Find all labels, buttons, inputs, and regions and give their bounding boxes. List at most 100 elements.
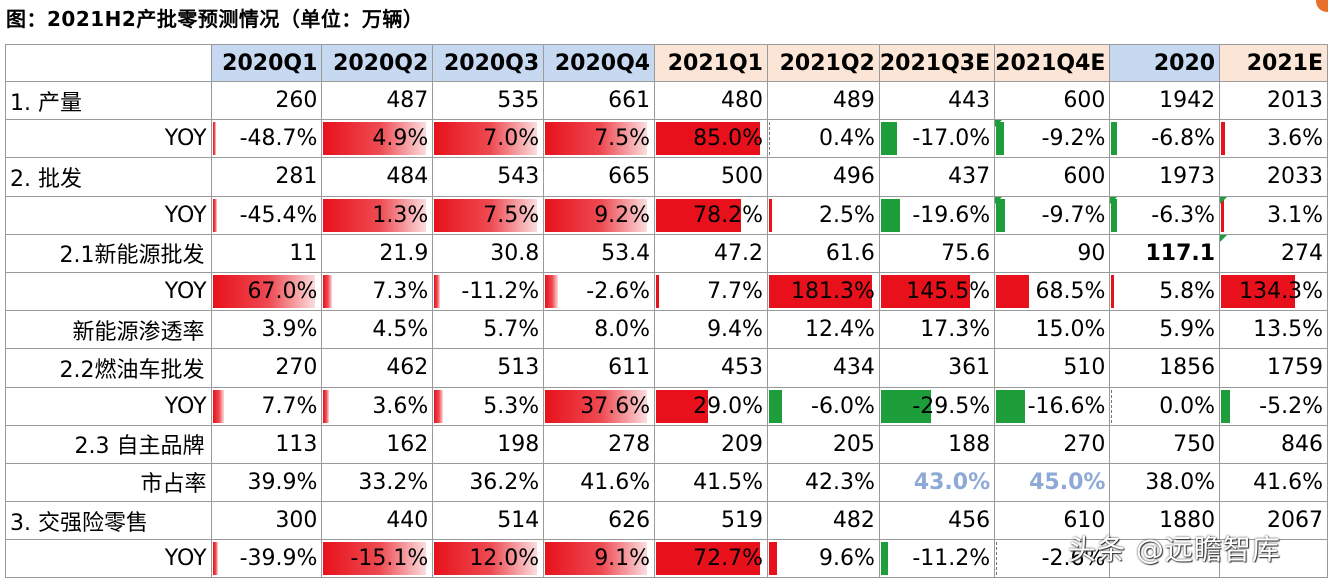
- table-cell: 3.6%: [1219, 119, 1328, 159]
- data-bar: [768, 542, 777, 576]
- table-row: 2.2燃油车批发 270 462 513 611 453 434 361 510 1856 1759: [5, 348, 1328, 388]
- cell-value: -19.6%: [912, 202, 991, 228]
- table-cell: 37.6%: [543, 386, 656, 426]
- table-cell: 9.6%: [766, 539, 880, 579]
- table-cell: 482: [766, 501, 880, 541]
- cell-value: 90: [1077, 240, 1106, 266]
- table-cell: 45.0%: [994, 462, 1111, 503]
- data-bar: [880, 274, 970, 309]
- cell-value: 9.6%: [818, 546, 875, 572]
- table-cell: 188: [878, 424, 996, 464]
- cell-value: 7.5%: [483, 202, 540, 228]
- data-bar: [323, 542, 426, 576]
- table-cell: 1759: [1219, 348, 1328, 388]
- cell-value: -17.0%: [912, 126, 991, 152]
- cell-value: 5.7%: [483, 317, 540, 343]
- cell-value: 519: [720, 508, 763, 534]
- data-bar: [434, 274, 440, 309]
- cell-value: 626: [608, 508, 651, 534]
- data-bar: [212, 542, 219, 576]
- table-cell: 5.3%: [432, 386, 545, 426]
- table-cell: 68.5%: [994, 271, 1111, 312]
- cell-value: 209: [720, 431, 763, 457]
- cell-value: 47.2: [713, 240, 763, 266]
- cell-value: 33.2%: [358, 469, 429, 495]
- cell-value: 2033: [1267, 164, 1323, 190]
- table-cell: 513: [432, 348, 545, 388]
- table-cell: 496: [766, 157, 880, 197]
- data-bar: [1221, 389, 1230, 423]
- table-cell: 9.2%: [543, 195, 656, 235]
- table-cell: -2.6%: [994, 539, 1111, 579]
- table-cell: 72.7%: [654, 539, 768, 579]
- table-cell: [1109, 539, 1221, 579]
- cell-value: 38.0%: [1145, 469, 1216, 495]
- table-cell: 7.0%: [432, 119, 545, 159]
- cell-value: 41.6%: [1253, 469, 1323, 495]
- table-row: YOY -48.7% 4.9% 7.0% 7.5% 85.0% 0.4% -17.0% -9.2…: [5, 119, 1328, 159]
- header-corner: [5, 44, 212, 82]
- table-cell: 7.7%: [210, 386, 323, 426]
- data-bar: [1221, 198, 1225, 232]
- table-cell: 85.0%: [654, 119, 768, 159]
- cell-value: -6.3%: [1151, 202, 1216, 228]
- col-header: 2020Q4: [543, 44, 656, 82]
- table-cell: 1942: [1109, 80, 1221, 121]
- data-bar: [656, 122, 761, 156]
- table-cell: 600: [994, 80, 1111, 121]
- cell-value: 117.1: [1145, 240, 1216, 266]
- table-cell: 7.7%: [654, 271, 768, 312]
- cell-value: 15.0%: [1035, 317, 1106, 343]
- table-cell: 510: [994, 348, 1111, 388]
- cell-value: 500: [720, 164, 763, 190]
- cell-value: 67.0%: [247, 279, 318, 305]
- cell-value: -9.7%: [1041, 202, 1106, 228]
- table-cell: 36.2%: [432, 462, 545, 503]
- table-cell: 113: [210, 424, 323, 464]
- cell-value: 482: [832, 508, 875, 534]
- table-cell: -5.2%: [1219, 386, 1328, 426]
- table-cell: 5.8%: [1109, 271, 1221, 312]
- cell-value: 3.1%: [1267, 202, 1323, 228]
- table-row: 2.3 自主品牌 113 162 198 278 209 205 188 270 750 846: [5, 424, 1328, 464]
- cell-value: -39.9%: [239, 546, 318, 572]
- table-cell: 611: [543, 348, 656, 388]
- cell-value: 205: [832, 431, 875, 457]
- cell-value: 846: [1281, 431, 1323, 457]
- table-cell: 846: [1219, 424, 1328, 464]
- table-cell: 260: [210, 80, 323, 121]
- data-bar: [768, 389, 783, 423]
- table-cell: 274: [1219, 233, 1328, 273]
- cell-value: 7.0%: [483, 126, 540, 152]
- cell-value: -16.6%: [1027, 393, 1106, 419]
- table-cell: -17.0%: [878, 119, 996, 159]
- table-cell: 600: [994, 157, 1111, 197]
- table-cell: -2.6%: [543, 271, 656, 312]
- cell-value: 7.5%: [594, 126, 651, 152]
- table-cell: 434: [766, 348, 880, 388]
- table-cell: 41.5%: [654, 462, 768, 503]
- cell-value: -29.5%: [912, 393, 991, 419]
- table-row: YOY 67.0% 7.3% -11.2% -2.6% 7.7% 181.3% 145.5% 6…: [5, 271, 1328, 312]
- table-cell: 47.2: [654, 233, 768, 273]
- cell-value: 443: [948, 88, 991, 114]
- row-label: 新能源渗透率: [5, 310, 212, 350]
- table-cell: -39.9%: [210, 539, 323, 579]
- cell-value: 0.0%: [1159, 393, 1216, 419]
- data-bar: [768, 198, 773, 232]
- table-cell: -6.3%: [1109, 195, 1221, 235]
- cell-value: 600: [1063, 164, 1106, 190]
- data-bar: [323, 122, 426, 156]
- col-header: 2021Q1: [654, 44, 768, 82]
- cell-value: 5.9%: [1159, 317, 1216, 343]
- cell-value: 9.2%: [594, 202, 651, 228]
- table-row: YOY 7.7% 3.6% 5.3% 37.6% 29.0% -6.0% -29.5% -16.…: [5, 386, 1328, 426]
- cell-value: 665: [608, 164, 651, 190]
- cell-value: 260: [275, 88, 318, 114]
- table-cell: 8.0%: [543, 310, 656, 350]
- row-label: 2.3 自主品牌: [5, 424, 212, 464]
- data-bar: [434, 122, 537, 156]
- table-cell: -29.5%: [878, 386, 996, 426]
- table-cell: -9.2%: [994, 119, 1111, 159]
- data-bar: [768, 122, 771, 156]
